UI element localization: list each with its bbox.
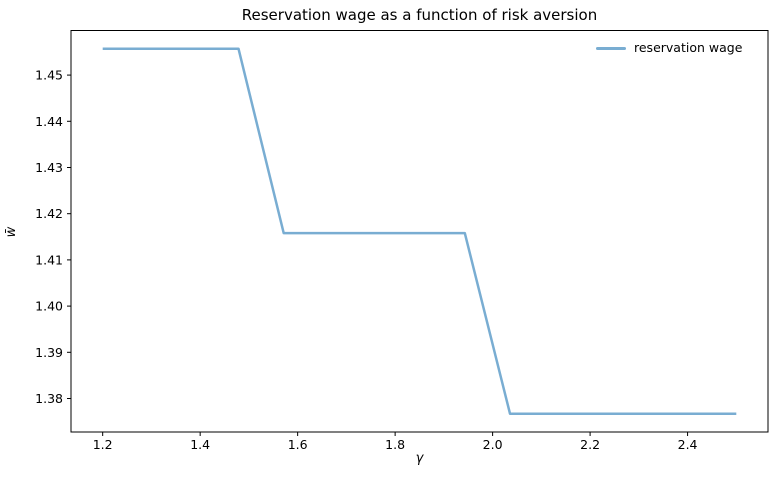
y-tick-label: 1.43 bbox=[35, 160, 63, 175]
x-tick-label: 2.2 bbox=[580, 437, 600, 452]
axes-spines bbox=[70, 30, 769, 433]
legend-line-sample-icon bbox=[596, 46, 626, 50]
legend: reservation wage bbox=[596, 40, 742, 56]
y-axis-label: w̄ bbox=[4, 226, 19, 238]
x-tick-label: 1.6 bbox=[288, 437, 308, 452]
y-tick-label: 1.42 bbox=[35, 206, 63, 221]
y-tick-label: 1.44 bbox=[35, 114, 63, 129]
legend-label: reservation wage bbox=[634, 40, 743, 55]
chart-title: Reservation wage as a function of risk a… bbox=[241, 6, 598, 24]
y-tick-label: 1.38 bbox=[35, 391, 63, 406]
reservation-wage-line bbox=[102, 47, 737, 415]
x-tick-label: 2.4 bbox=[678, 437, 698, 452]
x-tick-label: 1.8 bbox=[385, 437, 405, 452]
x-axis-label: γ bbox=[415, 451, 424, 466]
y-tick-label: 1.45 bbox=[35, 68, 63, 83]
x-tick-label: 2.0 bbox=[483, 437, 503, 452]
x-tick-label: 1.2 bbox=[93, 437, 113, 452]
y-tick-label: 1.41 bbox=[35, 252, 63, 267]
x-tick-label: 1.4 bbox=[190, 437, 210, 452]
y-tick-label: 1.39 bbox=[35, 345, 63, 360]
y-tick-label: 1.40 bbox=[35, 299, 63, 314]
